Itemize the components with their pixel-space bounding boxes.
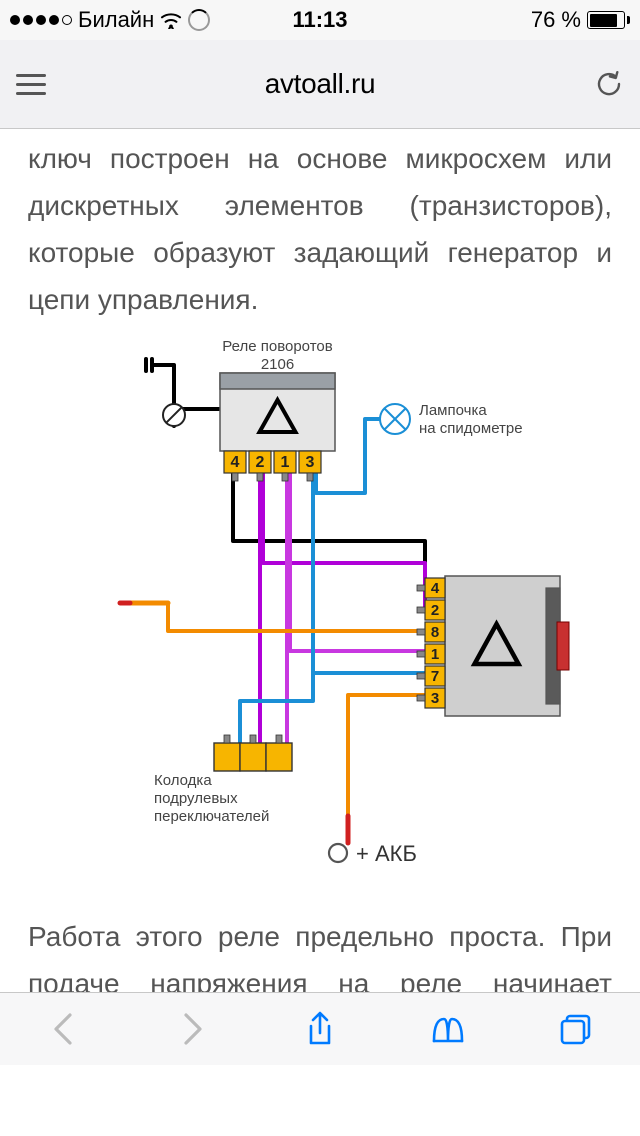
wiring-diagram-svg: Реле поворотов21064213Лампочкана спидоме…	[60, 331, 580, 891]
svg-text:Лампочка: Лампочка	[419, 402, 487, 419]
wiring-diagram: Реле поворотов21064213Лампочкана спидоме…	[28, 331, 612, 891]
browser-nav-bar: avtoall.ru	[0, 40, 640, 129]
wifi-icon	[160, 11, 182, 29]
svg-text:2: 2	[431, 602, 439, 619]
page-content: ключ построен на основе микросхем или ди…	[0, 129, 640, 1065]
status-right: 76 %	[531, 7, 630, 33]
battery-icon	[587, 11, 630, 29]
back-icon[interactable]	[44, 1009, 84, 1049]
signal-strength-icon	[10, 15, 72, 25]
battery-percent-label: 76 %	[531, 7, 581, 33]
relay3-to-steer3	[240, 473, 313, 743]
ios-status-bar: Билайн 11:13 76 %	[0, 0, 640, 40]
status-left: Билайн	[10, 7, 210, 33]
carrier-label: Билайн	[78, 7, 154, 33]
svg-text:переключателей: переключателей	[154, 808, 269, 825]
svg-text:2106: 2106	[261, 356, 294, 373]
svg-text:1: 1	[281, 454, 290, 471]
svg-text:4: 4	[231, 454, 240, 471]
switch3-to-battery	[348, 695, 425, 816]
svg-text:Реле поворотов: Реле поворотов	[222, 338, 332, 355]
forward-icon[interactable]	[172, 1009, 212, 1049]
svg-text:2: 2	[256, 454, 265, 471]
svg-text:8: 8	[431, 624, 439, 641]
svg-text:подрулевых: подрулевых	[154, 790, 238, 807]
svg-text:на спидометре: на спидометре	[419, 420, 523, 437]
share-icon[interactable]	[300, 1009, 340, 1049]
url-display[interactable]: avtoall.ru	[64, 68, 576, 100]
svg-text:4: 4	[431, 580, 440, 597]
svg-text:7: 7	[431, 668, 439, 685]
svg-text:Колодка: Колодка	[154, 772, 212, 789]
svg-text:1: 1	[431, 646, 439, 663]
reload-icon[interactable]	[594, 69, 624, 99]
tabs-icon[interactable]	[556, 1009, 596, 1049]
switch8-wire	[168, 603, 425, 631]
svg-text:3: 3	[431, 690, 439, 707]
bookmarks-icon[interactable]	[428, 1009, 468, 1049]
loading-spinner-icon	[188, 9, 210, 31]
browser-toolbar	[0, 992, 640, 1065]
svg-text:+ АКБ: + АКБ	[356, 841, 417, 866]
menu-icon[interactable]	[16, 74, 46, 95]
svg-text:3: 3	[306, 454, 315, 471]
paragraph-1: ключ построен на основе микросхем или ди…	[28, 135, 612, 323]
